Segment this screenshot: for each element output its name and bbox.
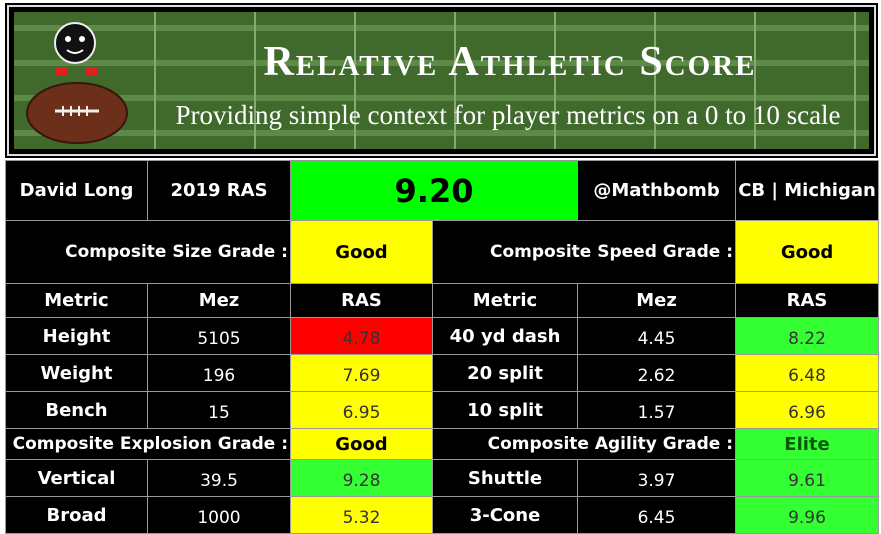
column-header: RAS	[290, 283, 433, 318]
metric: 40 yd dash	[431, 317, 579, 355]
author: @Mathbomb	[577, 160, 737, 221]
position: CB | Michigan	[735, 160, 880, 221]
ras: 6.48	[735, 354, 880, 392]
metric: Broad	[5, 496, 148, 534]
ras: 9.61	[735, 459, 880, 497]
ras: 6.95	[290, 391, 433, 429]
metric: Shuttle	[431, 459, 579, 497]
ras-label: 2019 RAS	[147, 160, 291, 221]
page: Relative Athletic Score Providing simple…	[5, 3, 880, 534]
mez: 196	[147, 354, 291, 392]
mez: 4.45	[577, 317, 737, 355]
metric-row: Weight 196 7.69 20 split 2.62 6.48	[5, 354, 880, 392]
ras: 4.78	[290, 317, 433, 355]
metric: 20 split	[431, 354, 579, 392]
metric: Weight	[5, 354, 148, 392]
ras: 9.96	[735, 496, 880, 534]
grade-value: Good	[290, 428, 433, 460]
metric-row: Bench 15 6.95 10 split 1.57 6.96	[5, 391, 880, 429]
mez: 39.5	[147, 459, 291, 497]
column-header: Metric	[431, 283, 579, 318]
grade-value: Elite	[735, 428, 880, 460]
mez: 6.45	[577, 496, 737, 534]
metric: 10 split	[431, 391, 579, 429]
yard-stripes	[14, 25, 869, 136]
subtitle: Providing simple context for player metr…	[175, 100, 840, 130]
grade-row: Composite Size Grade : Good Composite Sp…	[5, 220, 880, 284]
metric: Bench	[5, 391, 148, 429]
column-header: Mez	[577, 283, 737, 318]
metric: 3-Cone	[431, 496, 579, 534]
metric: Vertical	[5, 459, 148, 497]
ras: 8.22	[735, 317, 880, 355]
ras-table: David Long 2019 RAS 9.20 @Mathbomb CB | …	[5, 160, 880, 534]
mez: 1000	[147, 496, 291, 534]
hash-marks	[154, 12, 856, 149]
ras: 5.32	[290, 496, 433, 534]
ras: 7.69	[290, 354, 433, 392]
column-header: Metric	[5, 283, 148, 318]
grade-label: Composite Size Grade :	[5, 220, 291, 284]
grade-value: Good	[290, 220, 433, 284]
ras: 6.96	[735, 391, 880, 429]
grade-label: Composite Agility Grade :	[431, 428, 737, 460]
ras: 9.28	[290, 459, 433, 497]
column-header: Mez	[147, 283, 291, 318]
metric: Height	[5, 317, 148, 355]
grade-row: Composite Explosion Grade : Good Composi…	[5, 428, 880, 460]
title: Relative Athletic Score	[263, 39, 756, 85]
mascot	[26, 22, 128, 144]
grade-label: Composite Explosion Grade :	[5, 428, 291, 460]
mez: 15	[147, 391, 291, 429]
header-row: Metric Mez RAS Metric Mez RAS	[5, 283, 880, 318]
banner-border	[7, 5, 876, 156]
column-header: RAS	[735, 283, 880, 318]
grade-label: Composite Speed Grade :	[431, 220, 737, 284]
mez: 3.97	[577, 459, 737, 497]
metric-row: Broad 1000 5.32 3-Cone 6.45 9.96	[5, 496, 880, 534]
metric-row: Vertical 39.5 9.28 Shuttle 3.97 9.61	[5, 459, 880, 497]
score: 9.20	[289, 160, 579, 221]
player: David Long	[5, 160, 148, 221]
mez: 2.62	[577, 354, 737, 392]
grade-value: Good	[735, 220, 880, 284]
summary-row: David Long 2019 RAS 9.20 @Mathbomb CB | …	[5, 160, 880, 221]
metric-row: Height 5105 4.78 40 yd dash 4.45 8.22	[5, 317, 880, 355]
banner: Relative Athletic Score Providing simple…	[5, 3, 878, 158]
mez: 1.57	[577, 391, 737, 429]
field	[14, 12, 869, 149]
mez: 5105	[147, 317, 291, 355]
